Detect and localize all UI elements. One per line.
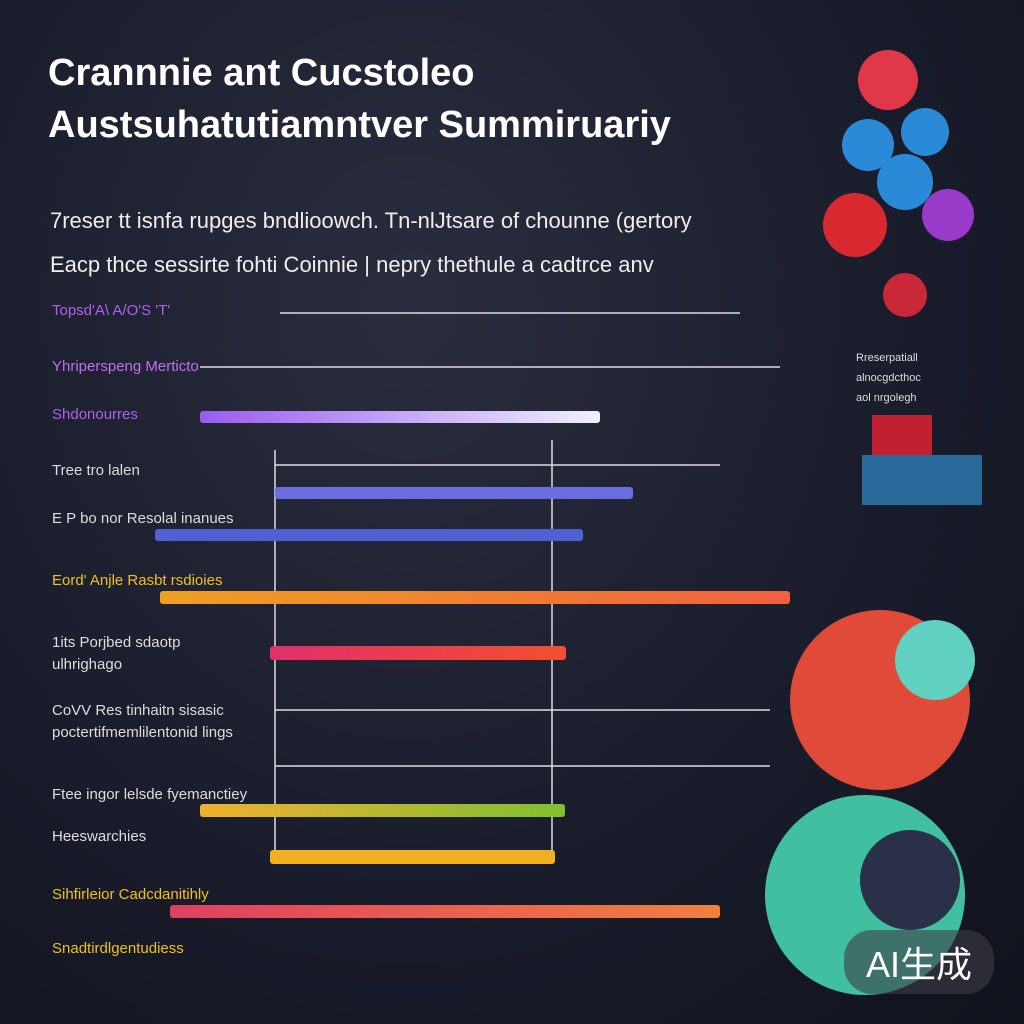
side-note: Rreserpatiall (856, 352, 918, 364)
row-label: Heeswarchies (52, 828, 147, 845)
side-note: alnocgdcthoc (856, 372, 921, 384)
title: Austsuhatutiamntver Summiruariy (48, 104, 671, 146)
row-label: Snadtirdlgentudiess (52, 940, 184, 957)
row-label: E P bo nor Resolal inanues (52, 510, 234, 527)
row-label: Ftee ingor lelsde fyemanctiey (52, 786, 248, 803)
row-label: Tree tro lalen (52, 462, 140, 479)
row-label: poctertifmemlilentonid lings (52, 724, 233, 741)
row-label: Eord' Anjle Rasbt rsdioies (52, 572, 223, 589)
intro: 7reser tt isnfa rupges bndlioowch. Tn-nl… (50, 208, 692, 233)
row-label: Yhriperspeng Merticto (52, 358, 199, 375)
intro: Eacp thce sessirte fohti Coinnie | nepry… (50, 252, 654, 277)
watermark: AI生成 (843, 930, 994, 994)
row-label: ulhrighago (52, 656, 123, 673)
row-label: 1its Porjbed sdaotp (52, 634, 181, 651)
bars (155, 411, 790, 918)
row-label: CoVV Res tinhaitn sisasic (52, 702, 224, 719)
row-label: Sihfirleior Cadcdanitihly (52, 886, 209, 903)
icons (765, 50, 982, 995)
side-note: aol nrgolegh (856, 392, 917, 404)
title: Crannnie ant Cucstoleo (48, 52, 475, 94)
grid (200, 312, 780, 860)
row-label: Topsd'A\ A/O'S 'T' (52, 302, 171, 319)
row-label: Shdonourres (52, 406, 138, 423)
